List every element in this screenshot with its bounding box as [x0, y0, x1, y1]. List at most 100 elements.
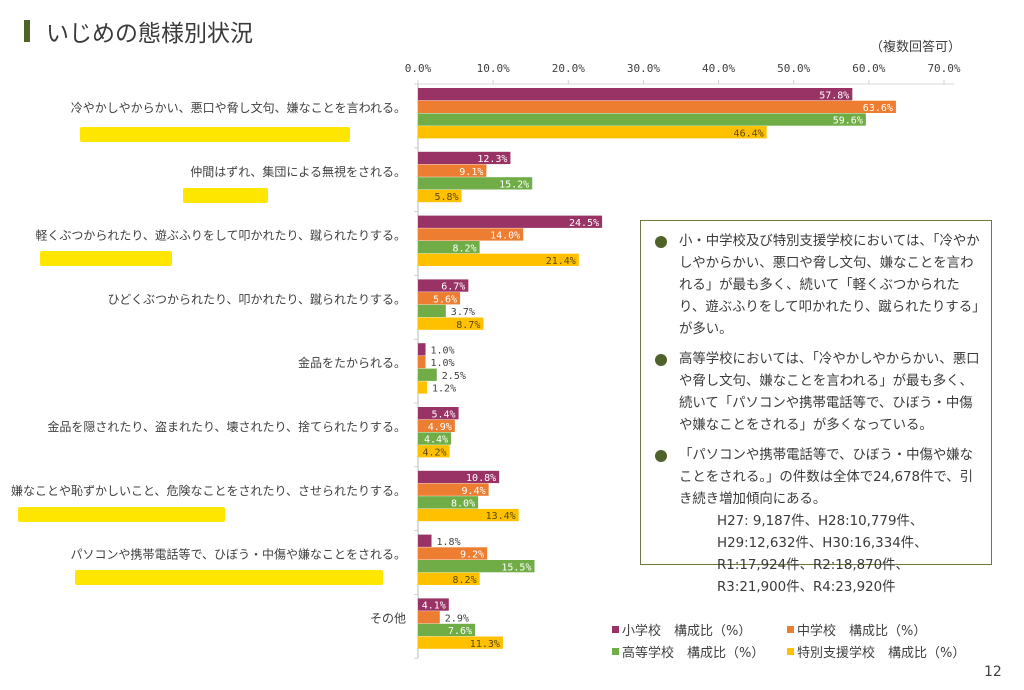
bar-elementary — [418, 88, 853, 101]
data-label: 5.6% — [433, 294, 457, 305]
data-label: 59.6% — [833, 116, 863, 127]
bar-high — [418, 368, 437, 381]
highlighter-mark — [18, 507, 225, 522]
data-label: 46.4% — [734, 128, 764, 139]
data-label: 10.8% — [466, 473, 496, 484]
data-label: 2.5% — [442, 371, 466, 382]
data-label: 13.4% — [486, 511, 516, 522]
summary-bullet: 小・中学校及び特別支援学校においては、「冷やかしやからかい、悪口や脅し文句、嫌な… — [653, 231, 983, 341]
data-label: 8.2% — [453, 243, 477, 254]
x-tick-label: 60.0% — [852, 62, 885, 75]
count-line: H27: 9,187件、H28:10,779件、 — [717, 514, 924, 529]
bar-special — [418, 253, 579, 266]
bar-high — [418, 623, 476, 637]
data-label: 1.0% — [431, 346, 455, 357]
summary-text: 高等学校においては、「冷やかしやからかい、悪口や脅し文句、嫌なことを言われる」が… — [679, 352, 980, 433]
x-tick-label: 20.0% — [552, 62, 585, 75]
data-label: 5.4% — [431, 409, 455, 420]
bar-special — [418, 445, 450, 458]
legend-swatch-icon — [787, 648, 794, 655]
data-label: 57.8% — [819, 90, 849, 101]
highlighter-mark — [80, 127, 350, 142]
data-label: 1.2% — [432, 384, 456, 395]
bar-junior — [418, 483, 489, 496]
data-label: 8.7% — [456, 320, 480, 331]
summary-bullet: 「パソコンや携帯電話等で、ひぼう・中傷や嫌なことをされる。」の件数は全体で24,… — [653, 445, 983, 511]
data-label: 4.1% — [422, 601, 446, 612]
bar-junior — [418, 228, 524, 241]
bar-special — [418, 317, 484, 330]
legend-junior: 中学校 構成比（%） — [787, 620, 926, 639]
x-tick-label: 0.0% — [405, 62, 432, 75]
page-title: いじめの態様別状況 — [46, 21, 253, 47]
bar-high — [418, 496, 479, 509]
data-label: 11.3% — [470, 639, 500, 650]
data-label: 1.8% — [437, 537, 461, 548]
bar-special — [418, 508, 519, 522]
bar-special — [418, 189, 462, 203]
category-label: 軽くぶつかられたり、遊ぶふりをして叩かれたり、蹴られたりする。 — [35, 228, 406, 243]
category-label: その他 — [370, 611, 406, 625]
bar-high — [418, 177, 533, 190]
bar-junior — [418, 547, 488, 560]
x-tick-label: 70.0% — [927, 62, 960, 75]
data-label: 63.6% — [863, 103, 893, 114]
data-label: 5.8% — [434, 192, 458, 203]
category-label: 仲間はずれ、集団による無視をされる。 — [190, 164, 406, 179]
data-label: 21.4% — [546, 256, 576, 267]
highlighter-mark — [75, 570, 383, 585]
data-label: 8.2% — [453, 575, 477, 586]
bar-junior — [418, 292, 461, 305]
data-label: 15.2% — [499, 180, 529, 191]
bar-special — [418, 126, 767, 139]
legend-label: 高等学校 構成比（%） — [622, 646, 765, 661]
data-label: 6.7% — [441, 282, 465, 293]
bar-elementary — [418, 470, 500, 484]
page-number: 12 — [984, 664, 1002, 680]
bullet-dot-icon — [655, 354, 667, 366]
bar-elementary — [418, 279, 469, 292]
bar-junior — [418, 419, 455, 432]
highlighter-mark — [40, 251, 172, 266]
bar-elementary — [418, 598, 449, 611]
category-label: パソコンや携帯電話等で、ひぼう・中傷や嫌なことをされる。 — [70, 547, 406, 562]
bar-special — [418, 636, 503, 649]
data-label: 3.7% — [451, 307, 475, 318]
x-tick-label: 10.0% — [477, 62, 510, 75]
legend-high: 高等学校 構成比（%） — [612, 642, 764, 661]
bar-special — [418, 572, 480, 585]
bar-special — [418, 381, 428, 394]
bullet-dot-icon — [655, 450, 667, 462]
data-label: 4.4% — [424, 435, 448, 446]
title-accent-bar — [24, 20, 30, 42]
x-tick-label: 50.0% — [777, 62, 810, 75]
bar-high — [418, 304, 446, 318]
data-label: 4.9% — [428, 422, 452, 433]
bar-high — [418, 432, 452, 445]
data-label: 14.0% — [490, 231, 520, 242]
x-tick-label: 40.0% — [702, 62, 735, 75]
data-label: 8.0% — [451, 499, 475, 510]
bar-junior — [418, 611, 440, 624]
bar-junior — [418, 100, 896, 113]
legend-special: 特別支援学校 構成比（%） — [787, 642, 965, 661]
data-label: 4.2% — [422, 447, 446, 458]
bar-high — [418, 113, 866, 126]
bar-junior — [418, 164, 487, 177]
legend-swatch-icon — [612, 648, 619, 655]
count-line: R1:17,924件、R2:18,870件、 — [717, 558, 909, 573]
data-label: 1.0% — [431, 358, 455, 369]
bar-elementary — [418, 215, 603, 228]
data-label: 12.3% — [477, 154, 507, 165]
data-label: 24.5% — [569, 218, 599, 229]
category-label: 金品を隠されたり、盗まれたり、壊されたり、捨てられたりする。 — [47, 419, 406, 434]
bar-high — [418, 560, 535, 573]
legend-label: 中学校 構成比（%） — [797, 624, 927, 639]
bar-elementary — [418, 343, 426, 356]
summary-box: 小・中学校及び特別支援学校においては、「冷やかしやからかい、悪口や脅し文句、嫌な… — [640, 220, 992, 595]
multiple-answer-note: （複数回答可） — [870, 40, 962, 55]
data-label: 2.9% — [445, 613, 469, 624]
highlighter-mark — [183, 188, 268, 203]
legend-swatch-icon — [787, 626, 794, 633]
